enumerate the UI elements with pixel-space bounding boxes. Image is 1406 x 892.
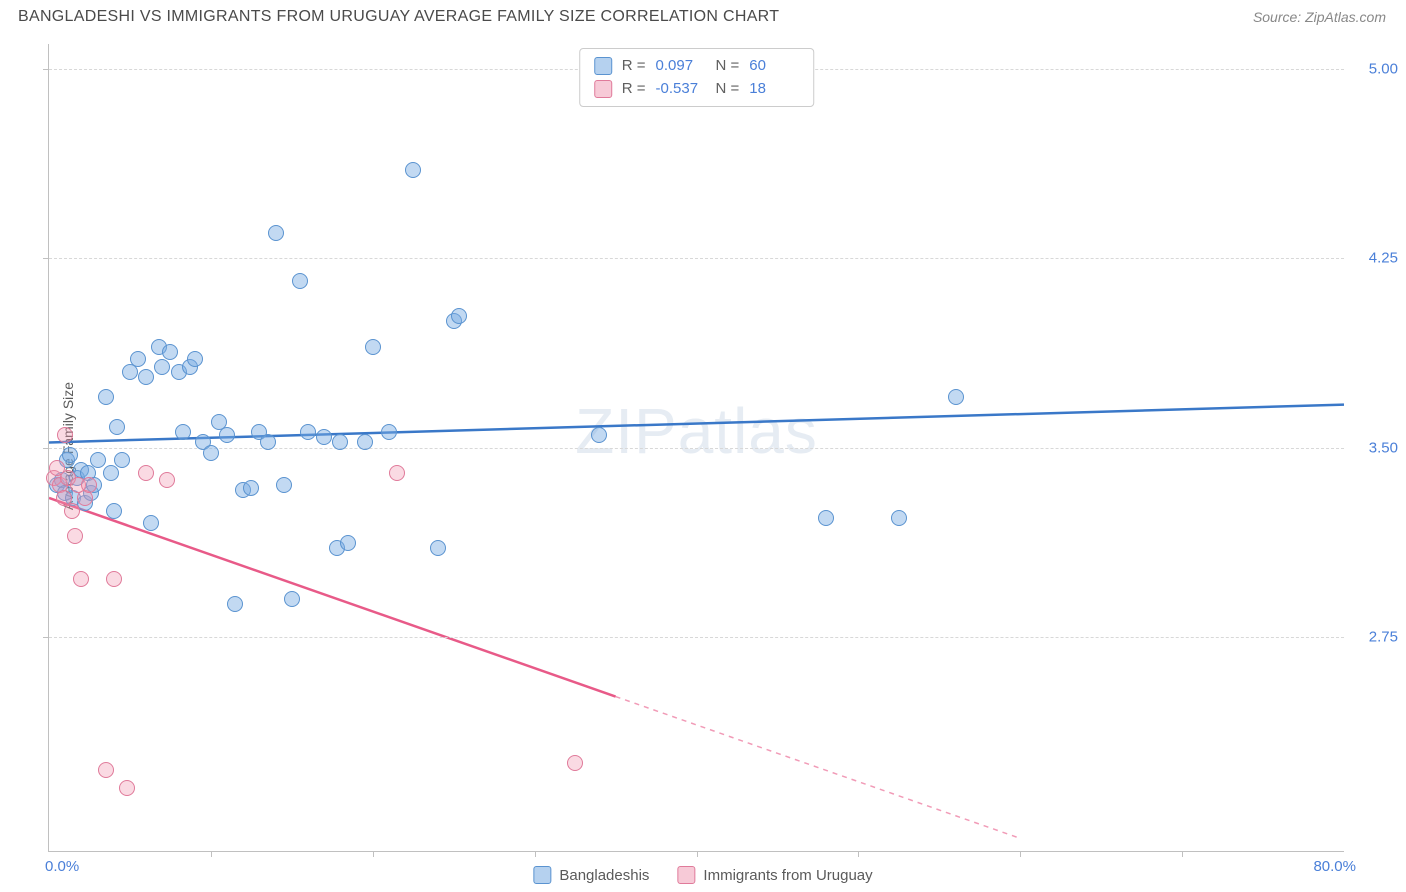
data-point [73, 571, 89, 587]
gridline [49, 258, 1344, 259]
y-tick-label: 5.00 [1369, 61, 1398, 78]
trend-line-dashed [616, 697, 1021, 839]
data-point [175, 424, 191, 440]
source-attribution: Source: ZipAtlas.com [1253, 9, 1386, 25]
series-legend: Bangladeshis Immigrants from Uruguay [533, 866, 872, 884]
watermark: ZIPatlas [575, 394, 818, 468]
data-point [114, 452, 130, 468]
data-point [219, 427, 235, 443]
data-point [292, 273, 308, 289]
data-point [90, 452, 106, 468]
r-value-0: 0.097 [656, 55, 706, 78]
trend-line-solid [49, 498, 616, 697]
data-point [451, 308, 467, 324]
data-point [332, 434, 348, 450]
data-point [340, 535, 356, 551]
y-tick-label: 2.75 [1369, 628, 1398, 645]
legend-label: Bangladeshis [559, 867, 649, 884]
data-point [57, 427, 73, 443]
watermark-suffix: atlas [678, 395, 818, 467]
swatch-pink-icon [594, 80, 612, 98]
r-value-1: -0.537 [656, 78, 706, 101]
legend-item-uruguay: Immigrants from Uruguay [677, 866, 872, 884]
watermark-prefix: ZIP [575, 395, 678, 467]
data-point [187, 351, 203, 367]
r-label: R = [622, 55, 646, 78]
data-point [109, 419, 125, 435]
data-point [591, 427, 607, 443]
data-point [818, 510, 834, 526]
data-point [138, 369, 154, 385]
legend-row-uruguay: R = -0.537 N = 18 [594, 78, 800, 101]
x-tick-mark [211, 851, 212, 857]
scatter-chart: ZIPatlas R = 0.097 N = 60 R = -0.537 N =… [48, 44, 1344, 852]
trend-line-solid [49, 405, 1344, 443]
y-tick-mark [43, 258, 49, 259]
y-tick-mark [43, 69, 49, 70]
data-point [316, 429, 332, 445]
data-point [284, 591, 300, 607]
data-point [430, 540, 446, 556]
data-point [154, 359, 170, 375]
data-point [243, 480, 259, 496]
data-point [67, 528, 83, 544]
data-point [98, 762, 114, 778]
data-point [81, 477, 97, 493]
data-point [300, 424, 316, 440]
data-point [130, 351, 146, 367]
gridline [49, 637, 1344, 638]
legend-label: Immigrants from Uruguay [703, 867, 872, 884]
n-label: N = [716, 55, 740, 78]
data-point [62, 447, 78, 463]
x-tick-mark [697, 851, 698, 857]
data-point [106, 571, 122, 587]
data-point [365, 339, 381, 355]
y-tick-mark [43, 448, 49, 449]
swatch-blue-icon [533, 866, 551, 884]
x-tick-mark [535, 851, 536, 857]
y-tick-label: 4.25 [1369, 250, 1398, 267]
data-point [143, 515, 159, 531]
data-point [64, 503, 80, 519]
data-point [227, 596, 243, 612]
x-tick-mark [373, 851, 374, 857]
n-value-1: 18 [749, 78, 799, 101]
data-point [98, 389, 114, 405]
gridline [49, 448, 1344, 449]
n-label: N = [716, 78, 740, 101]
data-point [162, 344, 178, 360]
data-point [119, 780, 135, 796]
data-point [381, 424, 397, 440]
x-tick-mark [858, 851, 859, 857]
x-tick-mark [1182, 851, 1183, 857]
data-point [260, 434, 276, 450]
data-point [276, 477, 292, 493]
y-tick-label: 3.50 [1369, 439, 1398, 456]
data-point [948, 389, 964, 405]
x-tick-mark [1020, 851, 1021, 857]
data-point [159, 472, 175, 488]
data-point [103, 465, 119, 481]
swatch-pink-icon [677, 866, 695, 884]
chart-title: BANGLADESHI VS IMMIGRANTS FROM URUGUAY A… [18, 8, 779, 26]
legend-item-bangladeshis: Bangladeshis [533, 866, 649, 884]
x-tick-label: 0.0% [45, 858, 79, 875]
data-point [138, 465, 154, 481]
correlation-legend: R = 0.097 N = 60 R = -0.537 N = 18 [579, 48, 815, 107]
data-point [203, 445, 219, 461]
data-point [268, 225, 284, 241]
swatch-blue-icon [594, 57, 612, 75]
n-value-0: 60 [749, 55, 799, 78]
legend-row-bangladeshis: R = 0.097 N = 60 [594, 55, 800, 78]
r-label: R = [622, 78, 646, 101]
data-point [891, 510, 907, 526]
data-point [106, 503, 122, 519]
data-point [389, 465, 405, 481]
data-point [567, 755, 583, 771]
y-tick-mark [43, 637, 49, 638]
x-tick-label: 80.0% [1313, 858, 1356, 875]
data-point [405, 162, 421, 178]
data-point [357, 434, 373, 450]
